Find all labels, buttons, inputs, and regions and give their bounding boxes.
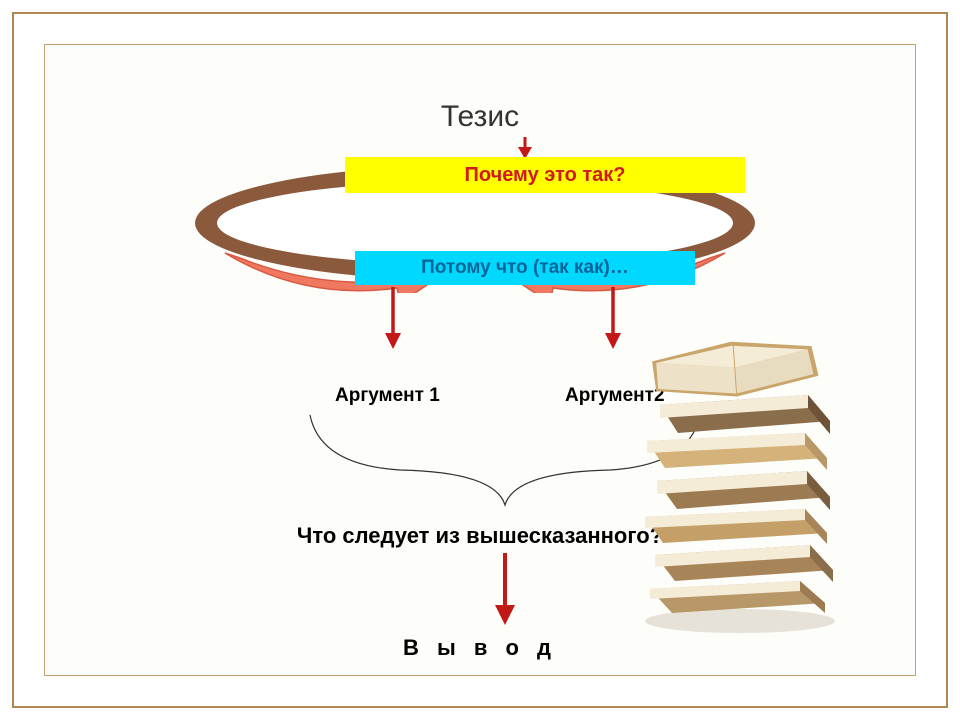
frame-inner: Тезис Почему это так? Потому что (так ка…	[44, 44, 916, 676]
arrow-to-arg1	[383, 287, 403, 349]
argument1-label: Аргумент 1	[335, 385, 440, 407]
diagram-content: Тезис Почему это так? Потому что (так ка…	[45, 45, 915, 675]
why-box: Почему это так?	[345, 157, 745, 193]
arrow-to-conclusion	[493, 553, 517, 625]
arrow-to-arg2	[603, 287, 623, 349]
books-illustration	[635, 323, 840, 633]
frame-outer: Тезис Почему это так? Потому что (так ка…	[12, 12, 948, 708]
because-box: Потому что (так как)…	[355, 251, 695, 285]
thesis-label: Тезис	[45, 100, 915, 134]
conclusion-label: В ы в о д	[45, 635, 915, 661]
